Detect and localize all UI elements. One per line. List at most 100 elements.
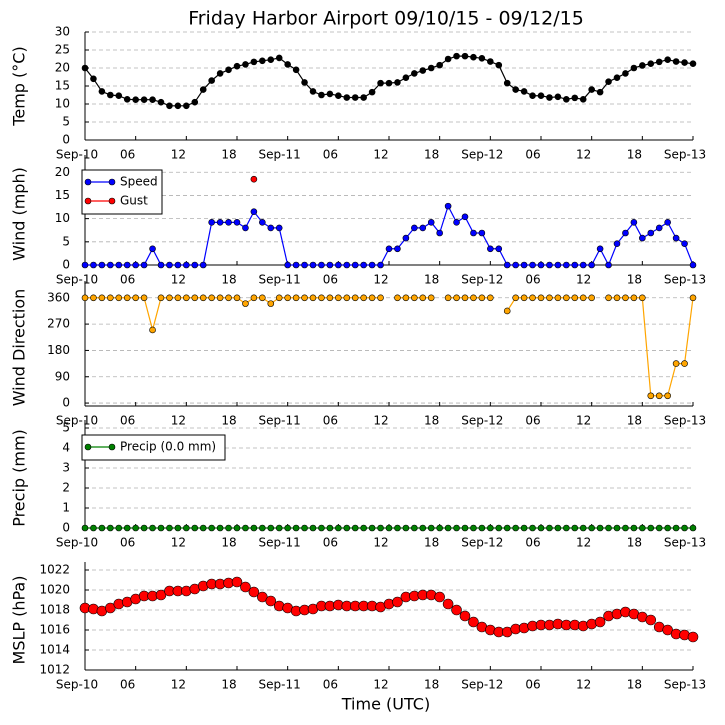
x-tick-label: 12 bbox=[171, 414, 186, 428]
data-point bbox=[419, 67, 427, 74]
y-tick-label: 5 bbox=[62, 115, 70, 129]
data-point bbox=[647, 392, 655, 400]
y-tick-label: 1014 bbox=[39, 643, 70, 657]
data-point bbox=[199, 261, 207, 269]
data-point bbox=[250, 58, 258, 66]
data-point bbox=[655, 224, 663, 232]
data-point bbox=[259, 219, 266, 226]
y-tick-label: 0 bbox=[62, 521, 70, 535]
x-tick-label: 12 bbox=[373, 678, 388, 692]
data-point bbox=[140, 524, 148, 532]
data-point bbox=[90, 261, 97, 269]
x-tick-label: Sep-12 bbox=[461, 148, 503, 162]
x-tick-label: Sep-13 bbox=[664, 273, 706, 287]
data-point bbox=[554, 261, 562, 269]
y-tick-label: 5 bbox=[62, 421, 70, 435]
data-point bbox=[123, 261, 131, 269]
x-tick-label: 18 bbox=[424, 536, 439, 550]
data-point bbox=[81, 524, 89, 532]
y-tick-label: 1012 bbox=[39, 663, 70, 677]
data-point bbox=[233, 62, 241, 70]
data-point bbox=[132, 524, 139, 532]
data-point bbox=[275, 224, 283, 232]
data-point bbox=[250, 524, 258, 532]
x-tick-label: 06 bbox=[120, 273, 135, 287]
legend-marker bbox=[108, 178, 116, 186]
data-point bbox=[377, 79, 384, 87]
data-point bbox=[149, 245, 156, 253]
data-point bbox=[453, 294, 460, 302]
legend-marker bbox=[108, 443, 116, 451]
data-point bbox=[394, 79, 401, 86]
x-tick-label: Sep-11 bbox=[259, 536, 301, 550]
data-point bbox=[529, 261, 536, 269]
data-point bbox=[208, 219, 215, 226]
x-tick-label: 06 bbox=[525, 678, 540, 692]
y-tick-label: 0 bbox=[62, 258, 70, 272]
x-tick-label: 12 bbox=[373, 273, 388, 287]
data-point bbox=[351, 294, 359, 302]
data-point bbox=[132, 294, 139, 302]
data-point bbox=[470, 53, 477, 61]
x-tick-label: 06 bbox=[323, 273, 338, 287]
data-point bbox=[199, 86, 207, 93]
x-axis-label: Time (UTC) bbox=[341, 695, 430, 714]
data-point bbox=[368, 261, 376, 269]
legend-marker bbox=[84, 178, 92, 186]
x-tick-label: 18 bbox=[627, 273, 642, 287]
x-tick-label: 18 bbox=[627, 148, 642, 162]
data-point bbox=[579, 261, 587, 269]
data-point bbox=[596, 245, 604, 253]
x-tick-label: Sep-13 bbox=[664, 414, 706, 428]
y-tick-label: 20 bbox=[55, 165, 70, 179]
data-point bbox=[503, 524, 511, 532]
data-point bbox=[444, 202, 452, 210]
legend-label: Speed bbox=[120, 175, 158, 189]
data-point bbox=[292, 66, 300, 74]
data-point bbox=[259, 57, 266, 65]
data-point bbox=[174, 294, 182, 302]
x-tick-label: Sep-11 bbox=[259, 273, 301, 287]
data-point bbox=[284, 524, 291, 532]
y-tick-label: 1020 bbox=[39, 583, 70, 597]
data-point bbox=[647, 229, 655, 237]
data-point bbox=[259, 524, 266, 532]
legend-box bbox=[81, 169, 163, 215]
data-point bbox=[664, 524, 671, 532]
data-point bbox=[537, 294, 545, 302]
x-tick-label: Sep-12 bbox=[461, 678, 503, 692]
data-point bbox=[250, 294, 258, 302]
data-point bbox=[326, 524, 334, 532]
data-point bbox=[681, 360, 688, 367]
data-point bbox=[639, 62, 646, 69]
data-point bbox=[503, 79, 511, 87]
data-point bbox=[461, 294, 469, 302]
data-point bbox=[225, 66, 232, 74]
data-point bbox=[267, 524, 275, 532]
data-point bbox=[157, 261, 165, 269]
y-tick-label: 25 bbox=[55, 43, 70, 57]
data-point bbox=[216, 70, 224, 77]
x-tick-label: Sep-13 bbox=[664, 148, 706, 162]
y-axis-label: Wind (mph) bbox=[10, 167, 29, 261]
data-point bbox=[394, 524, 401, 532]
series-line bbox=[85, 204, 694, 267]
data-point bbox=[402, 524, 410, 532]
data-point bbox=[301, 79, 308, 86]
data-point bbox=[529, 294, 536, 302]
data-point bbox=[546, 294, 553, 302]
data-point bbox=[275, 294, 283, 302]
data-point bbox=[166, 102, 173, 110]
data-point bbox=[166, 524, 173, 532]
data-point bbox=[90, 524, 97, 532]
data-point bbox=[537, 261, 545, 269]
data-point bbox=[318, 294, 325, 302]
y-tick-label: 10 bbox=[55, 97, 70, 111]
y-tick-label: 20 bbox=[55, 61, 70, 75]
data-point bbox=[470, 294, 477, 302]
data-point bbox=[687, 631, 699, 643]
data-point bbox=[520, 88, 528, 95]
data-point bbox=[689, 60, 697, 67]
x-tick-label: 12 bbox=[373, 414, 388, 428]
